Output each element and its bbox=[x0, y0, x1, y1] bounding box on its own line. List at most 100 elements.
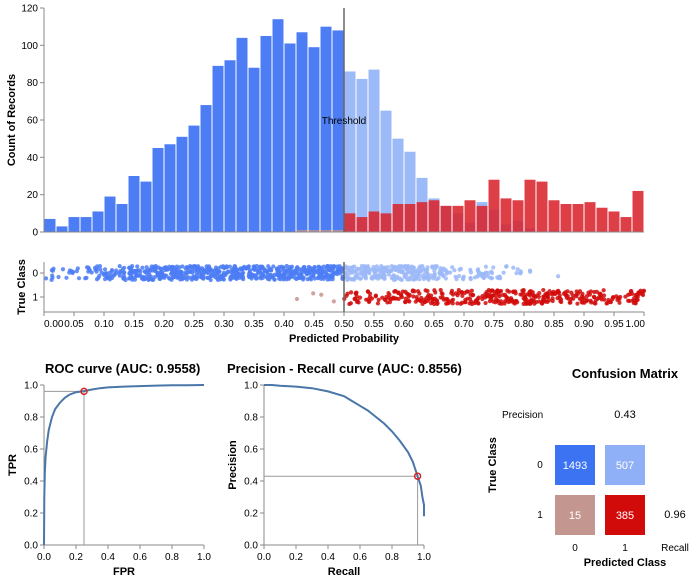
strip-point-class1 bbox=[506, 299, 511, 305]
strip-point-class1 bbox=[450, 301, 455, 306]
strip-point-class1 bbox=[391, 295, 396, 300]
confusion-matrix-title: Confusion Matrix bbox=[572, 366, 679, 381]
strip-x-tick-label: 0.50 bbox=[334, 319, 354, 330]
strip-point-class0 bbox=[278, 273, 283, 278]
pr-operating-point bbox=[413, 472, 422, 480]
strip-point-class0 bbox=[515, 267, 520, 272]
strip-point-class0 bbox=[224, 264, 229, 269]
strip-point-class1 bbox=[376, 297, 381, 302]
strip-point-class0 bbox=[94, 266, 100, 272]
strip-x-tick-label: 0.60 bbox=[394, 319, 414, 330]
strip-point-class1 bbox=[480, 296, 485, 302]
cm-cells: 1493 507 15 385 bbox=[555, 445, 645, 535]
hist-bar-class0 bbox=[200, 105, 212, 232]
strip-point-class0 bbox=[456, 273, 462, 279]
strip-point-class0 bbox=[441, 274, 446, 279]
strip-point-class1 bbox=[580, 291, 585, 296]
strip-point-class0 bbox=[358, 276, 363, 281]
hist-bar-class0 bbox=[176, 136, 188, 232]
strip-point-class0 bbox=[190, 268, 195, 273]
strip-point-class1 bbox=[601, 293, 607, 298]
hist-bar-class0 bbox=[284, 43, 296, 232]
roc-title: ROC curve (AUC: 0.9558) bbox=[45, 361, 200, 376]
strip-point-class0 bbox=[330, 277, 335, 282]
strip-point-class0 bbox=[97, 273, 102, 278]
strip-point-class1 bbox=[511, 289, 516, 294]
strip-point-class0 bbox=[278, 277, 283, 282]
strip-point-class0 bbox=[400, 270, 405, 275]
hist-bar-class1 bbox=[404, 204, 416, 232]
roc-y-tick-label: 0.6 bbox=[24, 445, 38, 456]
strip-point-class0 bbox=[272, 277, 277, 282]
strip-point-class1 bbox=[455, 301, 460, 306]
strip-x-tick-label: 0.55 bbox=[364, 319, 384, 330]
strip-point-class0 bbox=[501, 270, 506, 275]
hist-bar-class1 bbox=[512, 200, 524, 232]
strip-point-class0 bbox=[370, 276, 375, 281]
strip-point-class0 bbox=[153, 263, 159, 269]
strip-point-class0 bbox=[281, 265, 286, 270]
strip-point-class0 bbox=[122, 270, 127, 275]
strip-point-class0 bbox=[383, 269, 388, 274]
strip-point-class1 bbox=[547, 298, 552, 303]
roc-curve bbox=[43, 384, 205, 546]
strip-point-class1 bbox=[467, 301, 472, 306]
roc-x-tick-label: 0.0 bbox=[37, 552, 51, 563]
strip-point-class0 bbox=[489, 270, 495, 276]
strip-point-class1 bbox=[386, 290, 391, 296]
pr-x-tick-label: 0.0 bbox=[257, 552, 271, 563]
strip-point-class1 bbox=[488, 289, 493, 294]
histogram-panel: 0 20 40 60 80 100 120 Threshold Count of Recor… bbox=[6, 4, 644, 239]
histogram-bars bbox=[44, 19, 644, 233]
pr-curve bbox=[264, 384, 425, 517]
strip-point-class1 bbox=[445, 296, 450, 302]
hist-bar-class1 bbox=[536, 181, 548, 232]
confusion-matrix-panel: Confusion Matrix Precision 0.43 True Cla… bbox=[487, 366, 689, 569]
strip-point-class1 bbox=[407, 299, 412, 304]
cm-cell-1-1 bbox=[605, 495, 645, 535]
strip-point-class1 bbox=[483, 300, 488, 306]
strip-point-class0 bbox=[230, 274, 235, 279]
strip-point-class1 bbox=[367, 294, 373, 299]
strip-point-class0 bbox=[362, 264, 367, 269]
hist-bar-class0 bbox=[404, 151, 416, 232]
strip-point-class1 bbox=[598, 293, 603, 298]
strip-point-class0 bbox=[527, 268, 533, 273]
strip-point-class0 bbox=[190, 276, 196, 281]
strip-point-class1 bbox=[367, 298, 372, 304]
cm-cell-0-0 bbox=[555, 445, 595, 485]
strip-point-class1 bbox=[550, 291, 555, 296]
strip-point-class0 bbox=[177, 270, 182, 275]
hist-bar-class0 bbox=[44, 218, 56, 232]
strip-point-class0 bbox=[511, 265, 516, 270]
hist-bar-class1 bbox=[560, 204, 572, 232]
hist-bar-class1 bbox=[344, 213, 356, 232]
strip-point-class0 bbox=[363, 274, 368, 279]
strip-point-class0 bbox=[315, 268, 320, 274]
precision-value: 0.43 bbox=[614, 409, 635, 421]
strip-point-class1 bbox=[592, 294, 597, 300]
strip-point-class1 bbox=[411, 294, 416, 299]
hist-bar-class0 bbox=[356, 78, 368, 232]
strip-point-class0 bbox=[210, 271, 216, 276]
strip-point-class1 bbox=[440, 291, 445, 297]
hist-bar-class1 bbox=[584, 202, 596, 232]
cm-cell-0-1 bbox=[605, 445, 645, 485]
hist-bar-class0 bbox=[392, 138, 404, 232]
hist-bar-class1 bbox=[620, 217, 632, 232]
strip-point-class1 bbox=[630, 291, 635, 296]
strip-point-class0 bbox=[121, 276, 126, 281]
strip-point-class0 bbox=[556, 274, 561, 279]
strip-point-class1 bbox=[489, 297, 494, 302]
strip-point-class0 bbox=[374, 268, 379, 273]
pr-title: Precision - Recall curve (AUC: 0.8556) bbox=[227, 361, 462, 376]
strip-point-class1 bbox=[604, 301, 609, 306]
strip-point-class0 bbox=[460, 275, 466, 281]
hist-bar-class0 bbox=[272, 19, 284, 233]
strip-point-class0 bbox=[422, 274, 427, 280]
hist-bar-class1 bbox=[368, 211, 380, 232]
strip-point-class0 bbox=[98, 267, 103, 272]
cm-col-label-1: 1 bbox=[622, 543, 628, 554]
strip-point-class0 bbox=[144, 265, 149, 270]
